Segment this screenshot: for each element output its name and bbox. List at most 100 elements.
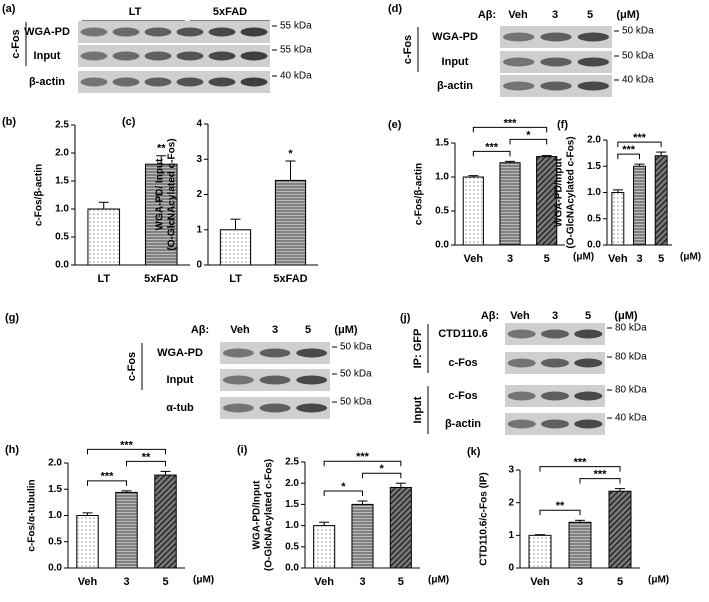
y-axis-label: WGA-PD/Input: [554, 157, 565, 227]
y-tick-label: 0.5: [435, 206, 449, 217]
blot-band: [502, 32, 535, 42]
row-label: c-Fos: [448, 390, 477, 402]
x-tick-label: 5xFAD: [144, 273, 178, 285]
y-tick-label: 1.5: [435, 138, 449, 149]
lane-header: 3: [272, 324, 278, 336]
y-tick-label: 1.0: [587, 187, 601, 198]
blot-band: [240, 27, 268, 37]
lane-header: 3: [552, 310, 558, 322]
blot-band: [541, 358, 569, 368]
y-tick-label: 2: [508, 497, 514, 508]
y-axis-label: CTD110.6/c-Fos (IP): [479, 472, 490, 565]
y-tick-label: 2.5: [55, 120, 69, 131]
treatment-label: Aβ:: [481, 310, 499, 322]
blot-band: [208, 77, 236, 87]
blot-band: [112, 27, 140, 37]
unit-label: (μM): [614, 310, 638, 322]
panel-label: (k): [467, 446, 481, 458]
y-tick-label: 1.0: [285, 520, 299, 531]
y-tick-label: 0.0: [285, 563, 299, 574]
row-label: β-actin: [445, 418, 481, 430]
x-unit-label: (μM): [648, 575, 669, 586]
y-tick-label: 1: [508, 530, 514, 541]
bracket: [472, 150, 511, 157]
y-tick-label: 0.5: [48, 536, 62, 547]
blot-band: [144, 27, 172, 37]
significance: *: [380, 463, 385, 475]
blot-band: [176, 27, 204, 37]
y-tick-label: 3: [196, 154, 202, 165]
x-tick-label: Veh: [608, 253, 628, 265]
bar: [611, 192, 625, 246]
x-unit-label: (μM): [680, 252, 701, 263]
panel-label: (h): [5, 444, 19, 456]
kda-label: 50 kDa: [340, 369, 372, 380]
row-label: β-actin: [437, 80, 473, 92]
y-axis-label: (O-GlcNAcylated c-Fos): [167, 138, 178, 250]
bar: [115, 491, 138, 569]
panel-label: (e): [388, 119, 402, 131]
x-unit-label: (μM): [428, 575, 449, 586]
blot-band: [502, 81, 535, 91]
row-label: WGA-PD: [24, 26, 70, 38]
blot-band: [112, 77, 140, 87]
kda-label: 55 kDa: [280, 45, 312, 56]
row-label: Input: [34, 50, 61, 62]
blot-band: [540, 81, 572, 91]
panel-label: (a): [2, 3, 16, 15]
lane-header: Veh: [508, 9, 528, 21]
blot-band: [507, 391, 536, 401]
y-tick-label: 0.5: [587, 213, 601, 224]
blot-strip: [78, 21, 270, 43]
y-tick-label: 0.5: [55, 232, 69, 243]
blot-band: [259, 375, 291, 385]
bracket: [539, 466, 621, 472]
significance: **: [556, 500, 565, 512]
x-tick-label: 5: [544, 253, 550, 265]
blot-band: [240, 51, 268, 61]
blot-band: [577, 57, 610, 67]
y-tick-label: 4: [196, 119, 202, 130]
blot-band: [577, 81, 610, 91]
kda-label: 80 kDa: [615, 352, 647, 363]
x-unit-label: (μM): [193, 575, 214, 586]
x-tick-label: 5: [162, 576, 168, 588]
treatment-label: Aβ:: [191, 324, 209, 336]
group-label: c-Fos: [10, 29, 22, 58]
bracket: [362, 472, 402, 479]
blot-strip: [78, 45, 270, 67]
blot-band: [507, 329, 536, 339]
panel-label: (b): [2, 116, 16, 128]
bar: [568, 521, 592, 569]
y-tick-label: 1.5: [285, 499, 299, 510]
blot-band: [176, 51, 204, 61]
y-tick-label: 0: [508, 563, 514, 574]
y-axis-label: (O-GlcNAcylated c-Fos): [264, 459, 275, 571]
blot-band: [507, 419, 536, 429]
bar: [219, 229, 252, 266]
y-tick-label: 1.5: [55, 176, 69, 187]
row-label: WGA-PD: [432, 31, 478, 43]
y-axis-label: c-Fos/β-actin: [34, 164, 45, 226]
bar: [608, 490, 632, 569]
y-tick-label: 1.5: [587, 161, 601, 172]
blot-band: [296, 403, 328, 413]
y-tick-label: 2.5: [285, 457, 299, 468]
panel-label: (f): [557, 119, 568, 131]
y-tick-label: 2: [196, 189, 202, 200]
blot-band: [296, 348, 328, 358]
blot-band: [222, 375, 254, 385]
blot-band: [259, 403, 291, 413]
bar: [528, 534, 552, 569]
blot-band: [577, 32, 610, 42]
x-tick-label: 3: [507, 253, 513, 265]
y-tick-label: 3: [508, 465, 514, 476]
blot-band: [574, 391, 603, 401]
blot-band: [540, 57, 572, 67]
blot-band: [507, 358, 536, 368]
row-label: CTD110.6: [438, 328, 488, 340]
bar: [499, 162, 521, 246]
kda-label: 80 kDa: [615, 323, 647, 334]
y-tick-label: 2.0: [48, 458, 62, 469]
